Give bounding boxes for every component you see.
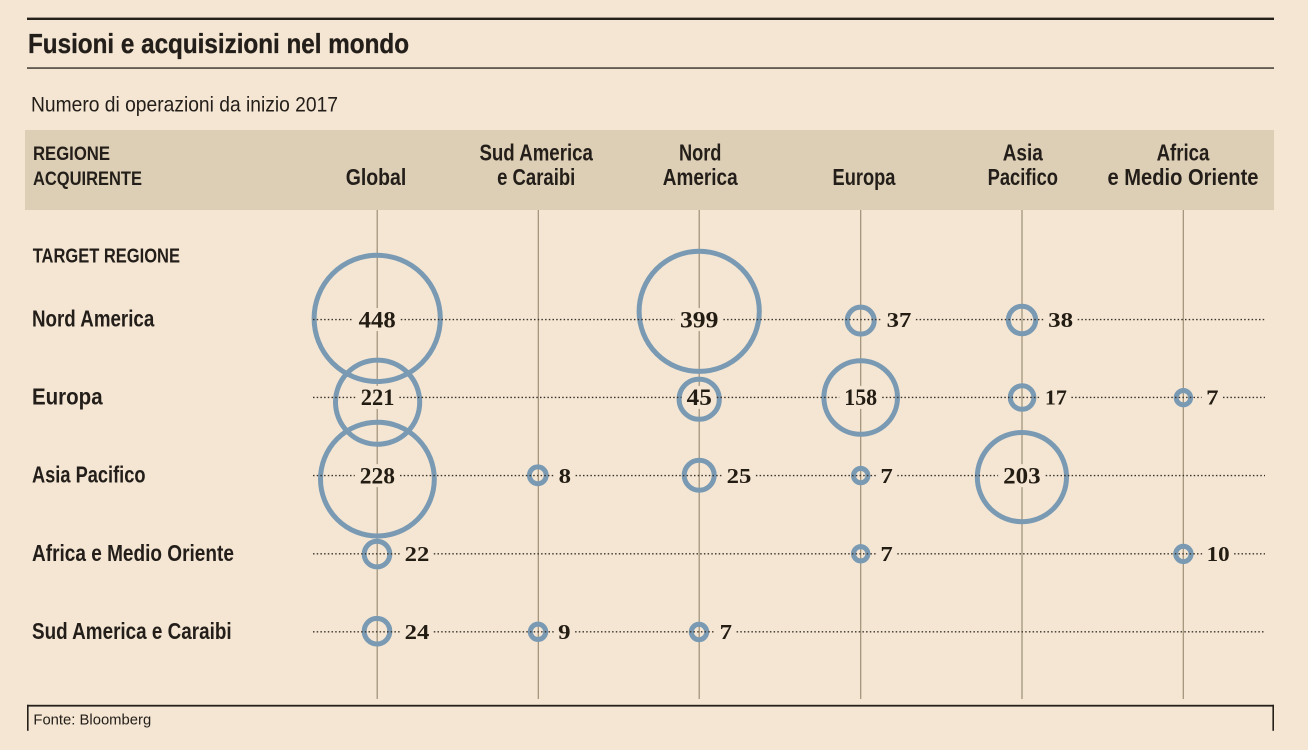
svg-text:10: 10 — [1207, 542, 1230, 566]
svg-text:8: 8 — [559, 464, 571, 488]
svg-text:399: 399 — [680, 307, 718, 332]
svg-text:24: 24 — [405, 620, 430, 644]
svg-text:Asia Pacifico: Asia Pacifico — [32, 462, 146, 488]
svg-text:Fusioni e acquisizioni nel mon: Fusioni e acquisizioni nel mondo — [28, 28, 409, 59]
svg-text:Asia: Asia — [1003, 140, 1043, 166]
svg-text:203: 203 — [1003, 463, 1041, 488]
svg-text:37: 37 — [887, 308, 912, 332]
svg-text:America: America — [663, 164, 738, 190]
svg-text:e Caraibi: e Caraibi — [497, 164, 575, 190]
svg-text:Sud America: Sud America — [479, 140, 593, 166]
svg-text:REGIONE: REGIONE — [33, 143, 110, 165]
svg-text:17: 17 — [1045, 386, 1067, 410]
svg-text:Africa: Africa — [1157, 140, 1210, 166]
svg-text:e Medio Oriente: e Medio Oriente — [1108, 164, 1259, 190]
svg-text:Nord: Nord — [679, 140, 722, 166]
svg-text:7: 7 — [880, 464, 892, 488]
svg-text:448: 448 — [359, 307, 396, 332]
svg-text:Nord America: Nord America — [32, 306, 154, 332]
svg-text:9: 9 — [558, 620, 570, 644]
svg-text:7: 7 — [880, 542, 892, 566]
svg-text:25: 25 — [727, 464, 752, 488]
svg-text:7: 7 — [720, 620, 732, 644]
svg-text:Sud America e Caraibi: Sud America e Caraibi — [32, 618, 232, 644]
svg-text:Africa e Medio Oriente: Africa e Medio Oriente — [32, 540, 234, 566]
svg-text:221: 221 — [361, 385, 395, 410]
svg-text:158: 158 — [844, 385, 877, 410]
svg-text:TARGET REGIONE: TARGET REGIONE — [33, 245, 180, 267]
svg-text:Europa: Europa — [32, 383, 103, 409]
svg-text:22: 22 — [405, 542, 430, 566]
svg-text:45: 45 — [687, 385, 712, 410]
svg-text:Numero di operazioni da inizio: Numero di operazioni da inizio 2017 — [31, 93, 338, 116]
svg-text:Pacifico: Pacifico — [988, 164, 1058, 190]
svg-text:38: 38 — [1048, 308, 1073, 332]
svg-text:Fonte: Bloomberg: Fonte: Bloomberg — [33, 711, 151, 728]
svg-text:7: 7 — [1206, 386, 1218, 410]
svg-text:Europa: Europa — [833, 164, 896, 190]
svg-text:ACQUIRENTE: ACQUIRENTE — [33, 168, 142, 190]
svg-text:228: 228 — [360, 463, 395, 488]
svg-text:Global: Global — [346, 164, 407, 190]
